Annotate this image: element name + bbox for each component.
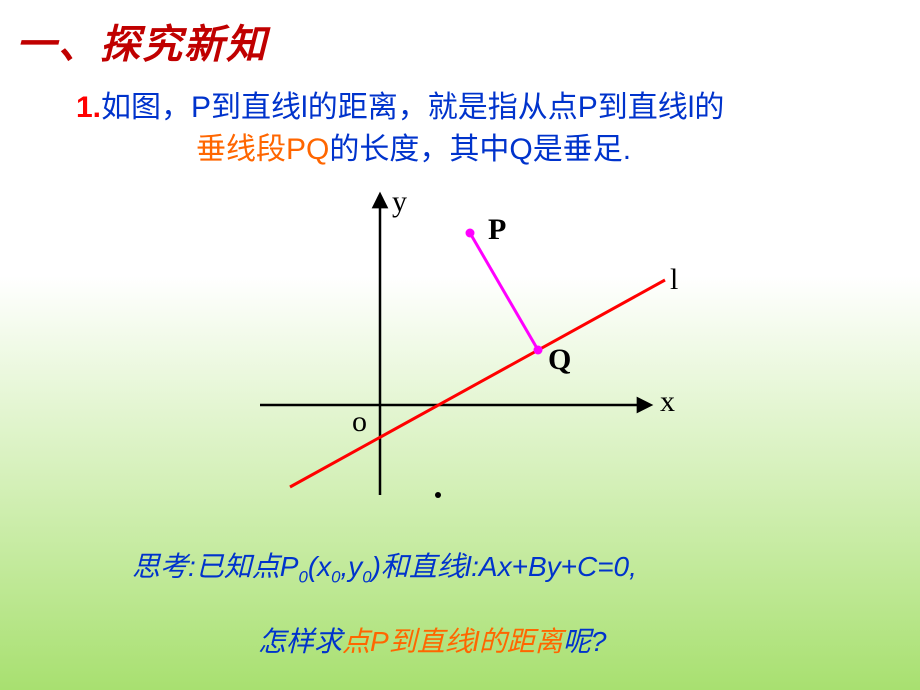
label-o: o <box>352 405 367 439</box>
prompt-line2-orange: 点P到直线l的距离 <box>342 626 563 657</box>
prompt-line1-tail: )和直线l:Ax+By+C=0, <box>372 551 637 582</box>
section-title: 一、探究新知 <box>16 12 268 70</box>
label-y: y <box>392 185 407 219</box>
label-q: Q <box>548 343 571 377</box>
item1-number: 1. <box>76 91 101 124</box>
prompt-comma-y: ,y <box>340 551 362 582</box>
prompt-sub-0c: 0 <box>362 568 371 587</box>
label-p: P <box>488 213 506 247</box>
item1-line2: 垂线段PQ的长度，其中Q是垂足. <box>196 124 631 168</box>
coordinate-graph: y x o P Q l <box>250 185 690 505</box>
item1-line1-text: 如图，P到直线l的距离，就是指从点P到直线l的 <box>101 91 724 124</box>
prompt-paren-x: (x <box>308 551 331 582</box>
prompt-think-head: 思考:已知点P <box>132 551 298 582</box>
item1-line2-tail: 的长度，其中Q是垂足. <box>329 133 631 166</box>
point-q <box>534 346 543 355</box>
prompt-line2-head: 怎样求 <box>258 626 342 657</box>
label-x: x <box>660 385 675 419</box>
item1-segment-pq: 垂线段PQ <box>196 133 329 166</box>
prompt-line2-tail: 呢? <box>563 626 607 657</box>
prompt-line1: 思考:已知点P0(x0,y0)和直线l:Ax+By+C=0, <box>132 545 637 588</box>
graph-svg <box>250 185 690 505</box>
segment-pq <box>470 233 538 350</box>
slide-root: 一、探究新知 1.如图，P到直线l的距离，就是指从点P到直线l的 垂线段PQ的长… <box>0 0 920 690</box>
line-l <box>290 280 665 487</box>
label-l: l <box>670 263 678 297</box>
prompt-sub-0a: 0 <box>298 568 307 587</box>
prompt-line2: 怎样求点P到直线l的距离呢? <box>258 620 607 660</box>
item1-line1: 1.如图，P到直线l的距离，就是指从点P到直线l的 <box>76 82 724 126</box>
center-dot <box>435 492 441 498</box>
point-p <box>466 229 475 238</box>
